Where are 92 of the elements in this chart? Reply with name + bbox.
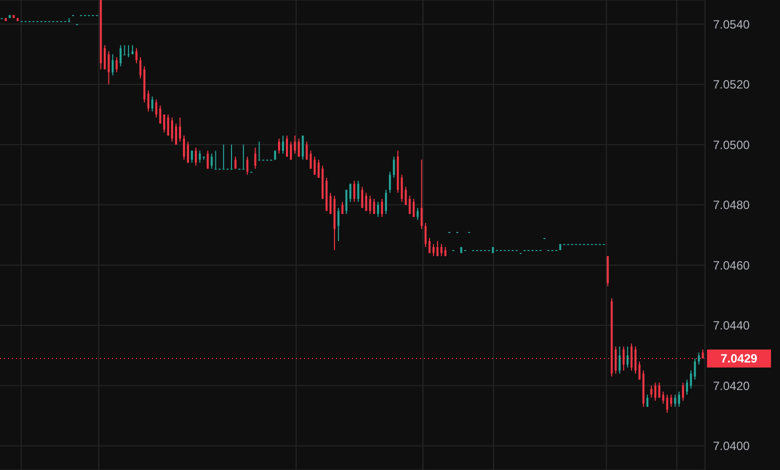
candlestick bbox=[151, 96, 154, 112]
candlestick bbox=[337, 207, 340, 242]
candlestick bbox=[210, 153, 213, 170]
candlestick bbox=[392, 156, 395, 178]
y-tick-label: 7.0440 bbox=[713, 318, 750, 333]
candlestick bbox=[424, 222, 427, 248]
candlestick bbox=[686, 379, 688, 396]
candlestick bbox=[298, 138, 300, 158]
candlestick bbox=[282, 135, 284, 154]
candlestick bbox=[381, 198, 384, 218]
candlestick bbox=[361, 186, 364, 208]
candlestick bbox=[650, 385, 652, 398]
candlestick bbox=[682, 382, 684, 402]
candlestick bbox=[698, 352, 700, 366]
candlestick bbox=[369, 195, 372, 214]
y-tick-label: 7.0520 bbox=[713, 78, 750, 92]
candlestick bbox=[112, 54, 114, 76]
y-tick-label: 7.0460 bbox=[713, 258, 750, 272]
y-tick-label: 7.0500 bbox=[713, 138, 750, 152]
candlestick bbox=[365, 192, 368, 212]
candlestick bbox=[258, 141, 260, 161]
candlestick bbox=[242, 144, 244, 170]
candlestick bbox=[666, 394, 668, 414]
candlestick bbox=[163, 114, 166, 134]
candlestick bbox=[294, 135, 296, 154]
candlestick bbox=[377, 201, 380, 218]
candlestick bbox=[159, 104, 162, 124]
candlestick bbox=[412, 198, 415, 218]
y-tick-label: 7.0400 bbox=[713, 439, 750, 454]
candlestick bbox=[440, 244, 442, 257]
candlestick bbox=[104, 44, 106, 70]
y-tick-label: 7.0420 bbox=[713, 378, 750, 393]
candlestick bbox=[618, 346, 621, 374]
candlestick bbox=[349, 183, 352, 202]
ref-line-label: 7.0429 bbox=[720, 352, 758, 366]
candlestick bbox=[139, 56, 142, 79]
candlestick bbox=[135, 48, 138, 64]
candlestick bbox=[373, 198, 376, 214]
candlestick bbox=[436, 240, 438, 257]
candlestick bbox=[674, 394, 676, 408]
candlestick bbox=[234, 156, 236, 170]
candlestick bbox=[128, 44, 130, 58]
candlestick bbox=[626, 346, 629, 368]
candlestick bbox=[286, 135, 288, 158]
candlestick bbox=[68, 18, 70, 22]
candlestick bbox=[341, 201, 344, 214]
candlestick bbox=[194, 147, 197, 166]
candlestick bbox=[690, 370, 692, 390]
candlestick bbox=[222, 144, 225, 170]
candlestick bbox=[318, 159, 320, 178]
candlestick bbox=[175, 123, 178, 146]
candlestick bbox=[428, 238, 431, 254]
candlestick bbox=[302, 135, 304, 160]
candlestick bbox=[353, 180, 356, 202]
candlestick bbox=[230, 144, 233, 170]
candlestick bbox=[678, 391, 680, 408]
candlestick bbox=[186, 141, 189, 164]
y-tick-label: 7.0540 bbox=[713, 17, 750, 32]
candlestick bbox=[420, 159, 423, 230]
candlestick bbox=[432, 244, 435, 257]
candlestick bbox=[345, 189, 348, 214]
candlestick bbox=[108, 50, 110, 85]
y-tick-label: 7.0480 bbox=[713, 198, 750, 212]
candlestick bbox=[198, 150, 201, 164]
candlestick bbox=[670, 394, 672, 408]
candlestick bbox=[416, 207, 419, 220]
candlestick bbox=[254, 147, 256, 170]
candlestick bbox=[182, 135, 185, 160]
candlestick bbox=[167, 114, 170, 136]
candlestick bbox=[384, 189, 387, 214]
candlestick bbox=[658, 382, 660, 398]
candlestick bbox=[330, 192, 332, 214]
candlestick bbox=[654, 382, 656, 402]
candlestick bbox=[638, 361, 640, 380]
candlestick bbox=[120, 44, 122, 67]
candlestick bbox=[179, 117, 182, 142]
candlestick bbox=[290, 141, 292, 160]
candlestick bbox=[357, 180, 360, 202]
candlestick bbox=[171, 117, 174, 142]
candlestick bbox=[646, 394, 648, 408]
candlestick bbox=[388, 171, 391, 194]
candlestick bbox=[147, 90, 150, 112]
candlestick bbox=[314, 156, 316, 176]
candlestick bbox=[246, 156, 248, 176]
candlestick bbox=[206, 150, 209, 170]
candlestick bbox=[278, 138, 280, 154]
candlestick bbox=[400, 174, 403, 202]
candlestick bbox=[116, 56, 118, 73]
candlestick bbox=[190, 150, 193, 164]
candlestick bbox=[694, 358, 696, 380]
candlestick bbox=[214, 150, 217, 170]
candlestick bbox=[124, 44, 126, 56]
